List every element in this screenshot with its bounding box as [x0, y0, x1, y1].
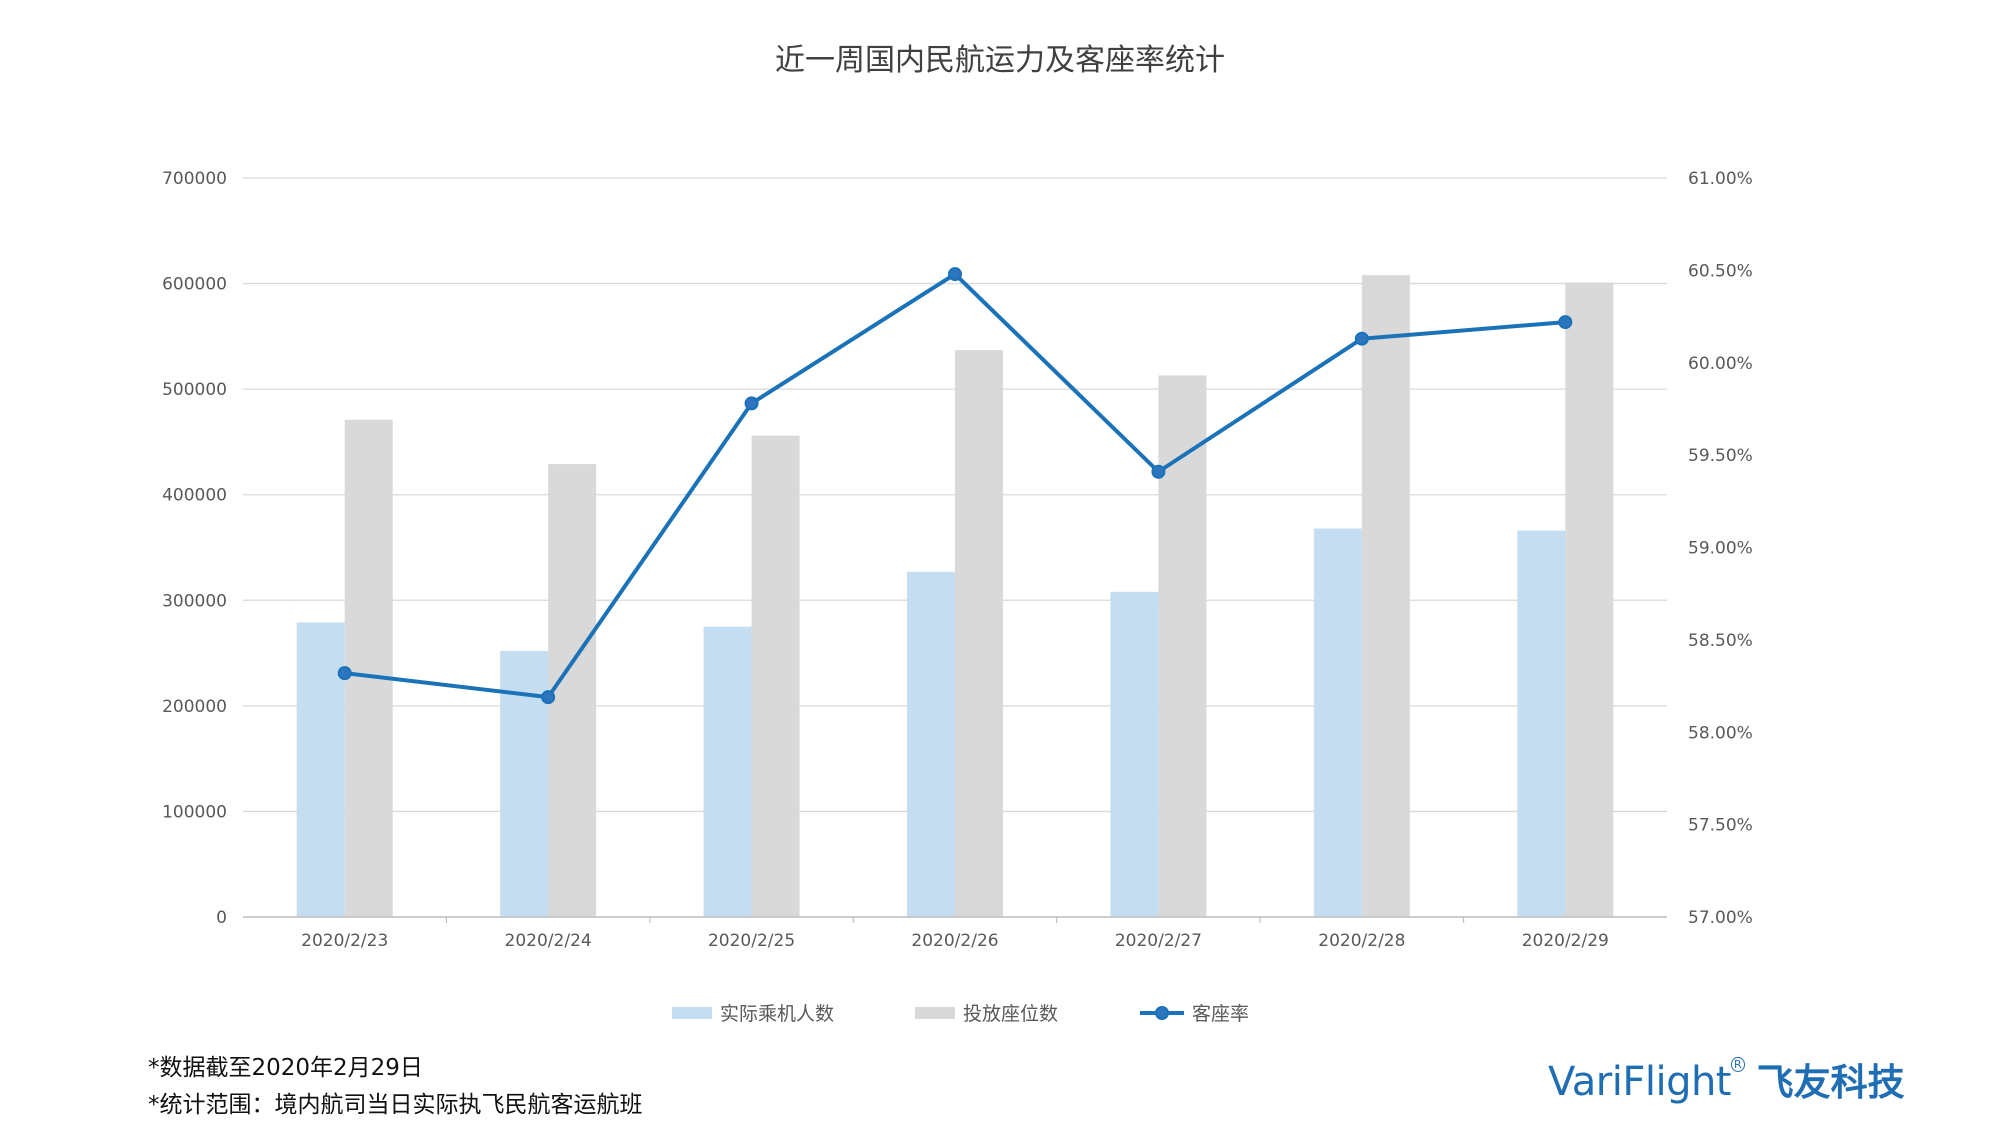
- bar-passengers: [1110, 591, 1159, 917]
- x-tick-label: 2020/2/29: [1522, 931, 1609, 951]
- x-tick-label: 2020/2/26: [911, 931, 998, 951]
- x-tick-label: 2020/2/23: [301, 931, 388, 951]
- y-left-tick-label: 200000: [162, 697, 227, 717]
- bar-seats: [955, 350, 1003, 917]
- y-right-tick-label: 60.00%: [1688, 354, 1753, 374]
- axes: 0 100000 200000 300000 400000 500000 600000 700…: [162, 169, 1753, 951]
- y-right-tick-label: 59.50%: [1688, 446, 1753, 466]
- y-left-tick-label: 0: [216, 908, 227, 928]
- footnote-scope: *统计范围：境内航司当日实际执飞民航客运航班: [148, 1092, 643, 1118]
- load-factor-point: [1558, 315, 1573, 330]
- bar-passengers: [907, 571, 955, 917]
- x-tick-label: 2020/2/25: [708, 931, 795, 951]
- bar-seats: [1361, 275, 1410, 917]
- y-left-tick-label: 400000: [162, 486, 227, 506]
- legend-marker: [1155, 1006, 1169, 1020]
- legend-item: 实际乘机人数: [672, 1003, 834, 1025]
- bars: [296, 275, 1614, 917]
- y-right-tick-label: 59.00%: [1688, 539, 1753, 559]
- load-factor-line: [337, 267, 1573, 705]
- registered-mark-icon: R: [1731, 1057, 1745, 1072]
- load-factor-point: [1151, 464, 1166, 479]
- x-tick-label: 2020/2/28: [1318, 931, 1405, 951]
- x-tick-label: 2020/2/27: [1115, 931, 1202, 951]
- legend-swatch: [672, 1007, 712, 1019]
- legend-item: 投放座位数: [915, 1003, 1058, 1025]
- load-factor-point: [1354, 331, 1369, 346]
- y-right-tick-label: 57.00%: [1688, 908, 1753, 928]
- y-left-tick-label: 300000: [162, 591, 227, 611]
- y-left-tick-label: 700000: [162, 169, 227, 189]
- y-right-tick-label: 60.50%: [1688, 261, 1753, 281]
- load-factor-point: [744, 396, 759, 411]
- y-right-tick-label: 61.00%: [1688, 169, 1753, 189]
- legend-label: 实际乘机人数: [720, 1003, 834, 1025]
- legend-swatch: [915, 1007, 955, 1019]
- brand-name-cn: 飞友科技: [1756, 1061, 1905, 1104]
- bar-passengers: [703, 626, 752, 917]
- bar-seats: [548, 464, 597, 917]
- load-factor-point: [948, 267, 962, 282]
- bar-seats: [344, 419, 393, 917]
- legend-item: 客座率: [1140, 1003, 1249, 1025]
- x-tick-label: 2020/2/24: [505, 931, 592, 951]
- y-right-tick-label: 58.50%: [1688, 631, 1753, 651]
- load-factor-point: [541, 690, 556, 705]
- y-left-tick-label: 600000: [162, 275, 227, 295]
- brand-logo: VariFlight R 飞友科技: [1548, 1052, 1905, 1106]
- bar-seats: [751, 435, 800, 917]
- legend-label: 客座率: [1192, 1003, 1249, 1025]
- legend-label: 投放座位数: [963, 1003, 1058, 1025]
- y-right-tick-label: 58.00%: [1688, 723, 1753, 743]
- y-left-tick-label: 500000: [162, 380, 227, 400]
- footnote-data-date: *数据截至2020年2月29日: [148, 1055, 423, 1081]
- y-right-tick-label: 57.50%: [1688, 816, 1753, 836]
- bar-seats: [1565, 282, 1614, 917]
- bar-passengers: [1313, 528, 1362, 917]
- brand-name-en: VariFlight: [1548, 1059, 1732, 1105]
- chart-title: 近一周国内民航运力及客座率统计: [775, 43, 1225, 78]
- bar-passengers: [296, 622, 345, 917]
- load-factor-point: [337, 666, 352, 681]
- y-left-tick-label: 100000: [162, 802, 227, 822]
- legend: 实际乘机人数 投放座位数 客座率: [672, 1003, 1249, 1025]
- bar-passengers: [1517, 530, 1566, 917]
